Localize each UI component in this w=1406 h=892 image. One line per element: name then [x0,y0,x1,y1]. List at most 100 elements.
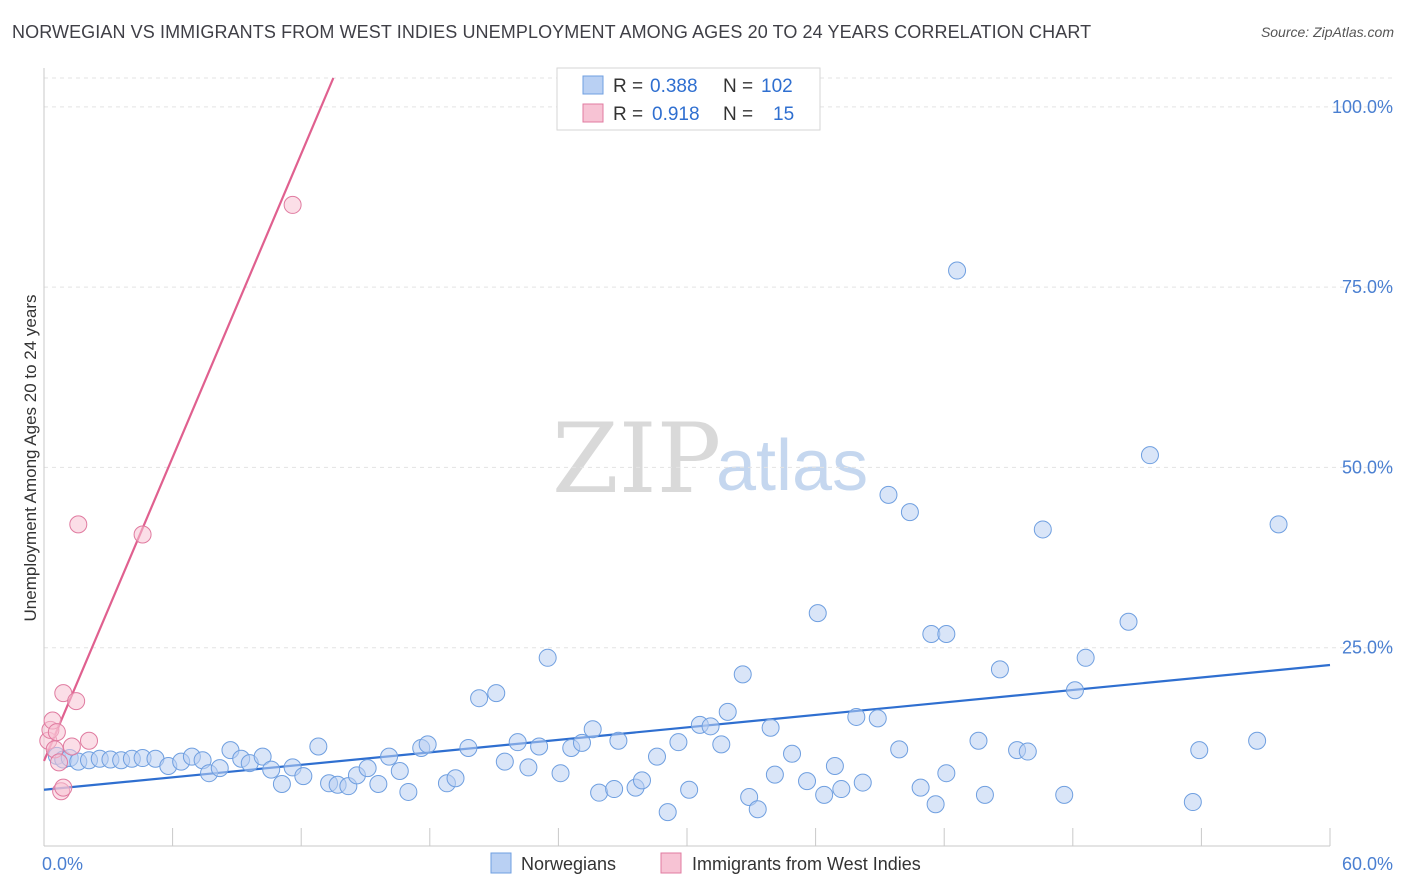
norwegians-point-44 [519,758,538,777]
norwegians-point-73 [825,756,844,775]
norwegians-point-79 [890,740,909,759]
norwegians-point-34 [399,782,418,801]
legend-n-label-2: N = [723,104,753,125]
norwegians-point-91 [1018,742,1037,761]
norwegians-point-62 [712,735,731,754]
y-tick-label-0: 25.0% [1342,638,1393,658]
norwegians-point-66 [748,800,767,819]
legend-r-label-1: R = [613,76,643,97]
norwegians-point-57 [658,803,677,822]
norwegians-point-100 [1248,731,1267,750]
tick-labels: 25.0% 50.0% 75.0% 100.0% 0.0% 60.0% [42,97,1393,874]
watermark: ZIP atlas [552,403,868,515]
legend-n-label-1: N = [723,76,753,97]
bottom-legend-norwegians: Norwegians [521,854,616,874]
norwegians-point-68 [765,765,784,784]
norwegians-point-38 [446,769,465,788]
norwegians-point-64 [733,665,752,684]
norwegians-point-63 [718,702,737,721]
norwegians-point-58 [669,733,688,752]
y-tick-label-2: 75.0% [1342,277,1393,297]
legend-r-value-2: 0.918 [652,104,700,125]
legend-r-label-2: R = [613,104,643,125]
west-indies-point-7 [54,778,73,797]
bottom-legend-west-indies: Immigrants from West Indies [692,854,921,874]
y-tick-label-3: 100.0% [1332,97,1393,117]
norwegians-point-24 [294,767,313,786]
west-indies-point-4 [47,723,66,742]
norwegians-point-95 [1076,648,1095,667]
bottom-legend-swatch-norwegians [490,852,512,874]
norwegians-point-33 [390,762,409,781]
norwegians-point-61 [701,717,720,736]
norwegians-point-59 [680,780,699,799]
west-indies-point-14 [283,195,302,214]
norwegians-point-77 [868,709,887,728]
legend-r-value-1: 0.388 [650,76,698,97]
norwegians-point-55 [632,771,651,790]
norwegians-point-93 [1055,785,1074,804]
west-indies-point-5 [50,753,69,772]
gridlines [44,77,1394,649]
norwegians-point-40 [470,689,489,708]
norwegians-point-81 [911,778,930,797]
norwegians-point-82 [926,795,945,814]
norwegians-point-47 [551,764,570,783]
trend-lines [42,77,1331,791]
series-west-indies [39,195,302,801]
norwegians-point-89 [990,660,1009,679]
correlation-legend: R = 0.388 N = 102 R = 0.918 N = 15 [556,67,821,131]
norwegians-point-96 [1119,612,1138,631]
bottom-legend-swatch-west-indies [660,852,682,874]
norwegians-point-45 [530,737,549,756]
norwegians-point-67 [761,718,780,737]
y-axis-label: Unemployment Among Ages 20 to 24 years [21,295,40,622]
norwegians-point-20 [253,747,272,766]
norwegians-point-31 [369,775,388,794]
norwegians-point-49 [572,733,591,752]
norwegians-point-22 [272,775,291,794]
x-tick-label-0: 0.0% [42,854,83,874]
norwegians-point-75 [847,707,866,726]
axes [43,68,1331,847]
data-points [39,195,1288,822]
norwegians-point-69 [783,744,802,763]
west-indies-point-13 [133,525,152,544]
y-tick-label-1: 50.0% [1342,457,1393,477]
legend-n-value-1: 102 [761,76,793,97]
west-indies-point-12 [80,731,99,750]
norwegians-point-30 [358,759,377,778]
norwegians-point-83 [922,625,941,644]
norwegians-point-16 [210,759,229,778]
norwegians-point-51 [590,783,609,802]
norwegians-point-94 [1065,681,1084,700]
norwegians-point-87 [969,731,988,750]
norwegians-point-84 [937,625,956,644]
legend-n-value-2: 15 [773,104,794,125]
norwegians-point-78 [879,485,898,504]
series-norwegians [47,261,1288,822]
west-indies-point-8 [54,684,73,703]
norwegians-point-72 [815,785,834,804]
norwegians-point-85 [937,764,956,783]
norwegians-point-71 [808,604,827,623]
trend-line-norwegians [43,663,1331,791]
source-label: Source: ZipAtlas.com [1260,24,1394,40]
norwegians-point-88 [975,785,994,804]
x-tick-label-1: 60.0% [1342,854,1393,874]
west-indies-point-10 [67,692,86,711]
norwegians-point-21 [262,760,281,779]
norwegians-point-80 [900,503,919,522]
norwegians-point-76 [853,773,872,792]
norwegians-point-42 [495,752,514,771]
norwegians-point-74 [832,780,851,799]
norwegians-point-25 [309,737,328,756]
trend-line-west-indies [42,77,335,762]
watermark-atlas: atlas [716,426,868,506]
norwegians-point-86 [948,261,967,280]
norwegians-point-43 [508,733,527,752]
chart-title: NORWEGIAN VS IMMIGRANTS FROM WEST INDIES… [12,22,1092,42]
norwegians-point-36 [418,735,437,754]
norwegians-point-41 [487,684,506,703]
